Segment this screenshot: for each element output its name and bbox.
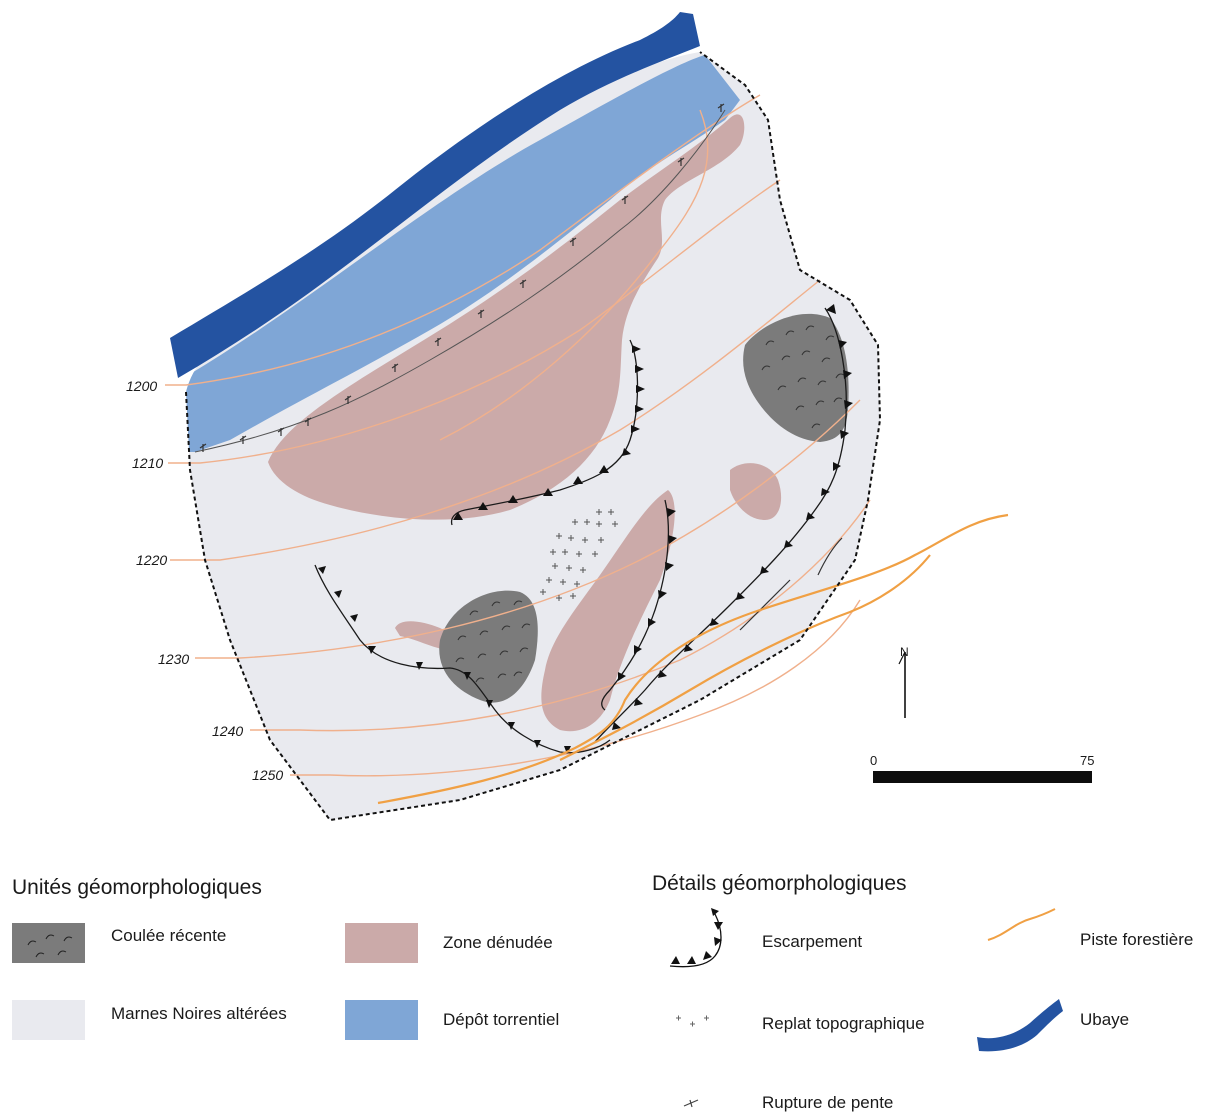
replat-topographique-label: Replat topographique	[762, 1014, 925, 1033]
escarpement-tooth	[534, 740, 541, 748]
study-area-boundary	[185, 51, 882, 822]
escarpement-tooth	[844, 400, 853, 409]
zone-denudee-label: Zone dénudée	[443, 933, 553, 952]
scale-start-label: 0	[870, 753, 877, 768]
piste-forestiere	[377, 513, 1009, 805]
escarpement-tooth	[486, 700, 493, 708]
rupture-de-pente-label: Rupture de pente	[762, 1093, 894, 1112]
escarpement-tooth	[543, 488, 553, 496]
rupture-de-pente-ticks	[199, 103, 725, 452]
replat-topographique-crosses	[540, 509, 618, 601]
escarpement-tooth	[318, 566, 326, 574]
ubaye-label: Ubaye	[1080, 1010, 1130, 1029]
depot-torrentiel-swatch	[345, 1000, 418, 1040]
marnes-noires-swatch	[12, 1000, 85, 1040]
escarpement-label: Escarpement	[762, 932, 863, 951]
units-legend-heading: Unités géomorphologiques	[12, 876, 262, 899]
north-label: N	[900, 645, 909, 659]
escarpement-tooth	[416, 662, 423, 670]
geomorphological-map: 1200 1210 1220 1230 1240 1250	[126, 12, 1094, 822]
scale-bar: 0 75	[870, 753, 1094, 783]
escarpement-tooth	[648, 618, 656, 627]
details-legend-heading: Détails géomorphologiques	[652, 872, 907, 895]
contour-label-1220: 1220	[136, 552, 167, 568]
escarpement-symbol	[669, 908, 723, 968]
piste-forestiere-symbol	[987, 908, 1056, 941]
escarpement-inner	[601, 499, 677, 711]
escarpement-tooth	[478, 502, 488, 510]
fissure-lines	[739, 537, 843, 631]
escarpement-tooth	[760, 566, 769, 574]
escarpement-tooth	[631, 425, 640, 433]
escarpement-tooth	[668, 535, 677, 544]
escarpement-tooth	[599, 465, 609, 473]
escarpement-tooth	[368, 646, 376, 654]
escarpement-tooth	[821, 488, 830, 496]
depot-torrentiel-area	[186, 55, 740, 452]
coulee-recente-south	[439, 590, 538, 703]
coulee-texture	[455, 325, 845, 683]
escarpement-tooth	[658, 670, 667, 678]
rupture-de-pente-line	[194, 109, 726, 453]
escarpement-tooth	[622, 448, 631, 456]
contour-label-1250: 1250	[252, 767, 283, 783]
escarpement-tooth	[464, 672, 471, 680]
contour-label-1210: 1210	[132, 455, 163, 471]
zone-denudee-lower	[541, 490, 675, 732]
zone-denudee-small-east	[730, 463, 782, 520]
escarpement-tooth	[635, 405, 644, 413]
escarpement-tooth	[710, 618, 719, 626]
escarpement-tooth	[632, 345, 641, 353]
escarpement-tooth	[634, 698, 643, 706]
coulee-recente-swatch	[12, 923, 85, 963]
escarpement-tooth	[636, 385, 645, 393]
escarpement-tooth	[658, 590, 667, 599]
replat-topographique-symbol	[676, 1015, 709, 1027]
escarpement-tooth	[453, 512, 463, 520]
escarpement-tooth	[838, 340, 847, 349]
escarpement-tooth	[573, 476, 583, 484]
escarpement-tooth	[665, 562, 674, 571]
escarpement-tooth	[564, 746, 571, 754]
escarpement-tooth	[833, 462, 841, 471]
contour-label-1200: 1200	[126, 378, 157, 394]
escarpement-west	[314, 564, 611, 754]
contour-label-1240: 1240	[212, 723, 243, 739]
rupture-de-pente-symbol	[683, 1099, 699, 1108]
zone-denudee-main	[268, 114, 745, 520]
scale-end-label: 75	[1080, 753, 1094, 768]
escarpement-tooth	[806, 512, 815, 520]
escarpement-tooth	[612, 722, 621, 730]
ubaye-river	[170, 12, 700, 378]
escarpement-tooth	[784, 540, 793, 548]
escarpement-tooth	[635, 365, 644, 373]
coulee-recente-east	[743, 313, 849, 442]
ubaye-symbol	[977, 999, 1063, 1052]
escarpement-tooth	[667, 508, 676, 517]
piste-forestiere-label: Piste forestière	[1080, 930, 1194, 949]
escarpement-tooth	[684, 644, 693, 652]
escarpement-tooth	[843, 370, 852, 379]
escarpement-tooth	[508, 722, 515, 730]
marnes-noires-label: Marnes Noires altérées	[111, 1004, 287, 1023]
escarpement-tooth	[826, 304, 836, 314]
escarpement-tooth	[634, 645, 642, 654]
zone-denudee-swatch	[345, 923, 418, 963]
escarpement-east	[594, 304, 853, 743]
coulee-recente-label: Coulée récente	[111, 926, 227, 945]
escarpement-tooth	[508, 495, 518, 503]
escarpement-tooth	[334, 590, 342, 598]
escarpement-tooth	[618, 672, 626, 681]
escarpement-tooth	[350, 614, 358, 622]
escarpement-north	[450, 339, 645, 526]
contour-label-1230: 1230	[158, 651, 189, 667]
escarpement-tooth	[840, 430, 849, 439]
escarpement-tooth	[736, 592, 745, 600]
contour-lines	[165, 94, 871, 777]
depot-torrentiel-label: Dépôt torrentiel	[443, 1010, 560, 1029]
north-arrow: N	[898, 645, 909, 718]
